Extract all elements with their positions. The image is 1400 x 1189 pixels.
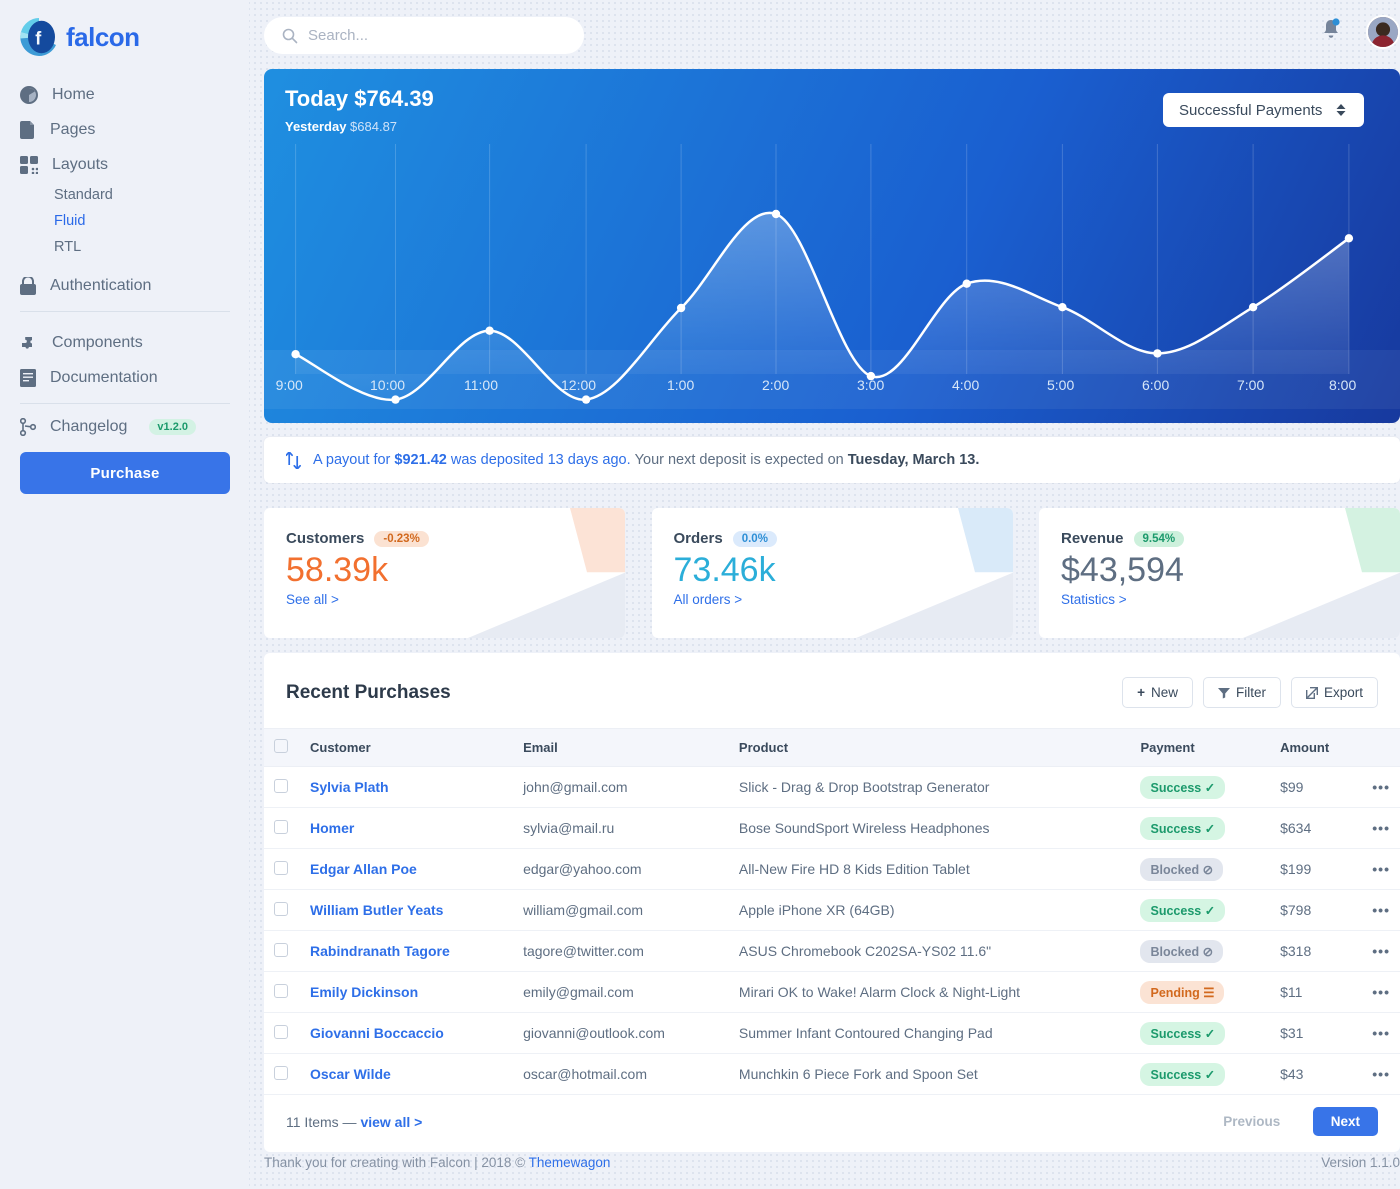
svg-text:11:00: 11:00 (464, 377, 498, 393)
svg-text:5:00: 5:00 (1047, 377, 1074, 393)
svg-text:2:00: 2:00 (762, 377, 789, 393)
svg-text:8:00: 8:00 (1329, 377, 1356, 393)
svg-text:7:00: 7:00 (1237, 377, 1264, 393)
svg-text:10:00: 10:00 (370, 377, 405, 393)
svg-text:1:00: 1:00 (667, 377, 694, 393)
svg-text:12:00: 12:00 (561, 377, 596, 393)
svg-text:f: f (35, 29, 42, 49)
svg-text:3:00: 3:00 (857, 377, 884, 393)
svg-text:6:00: 6:00 (1142, 377, 1169, 393)
svg-text:9:00: 9:00 (276, 377, 303, 393)
svg-text:4:00: 4:00 (952, 377, 979, 393)
